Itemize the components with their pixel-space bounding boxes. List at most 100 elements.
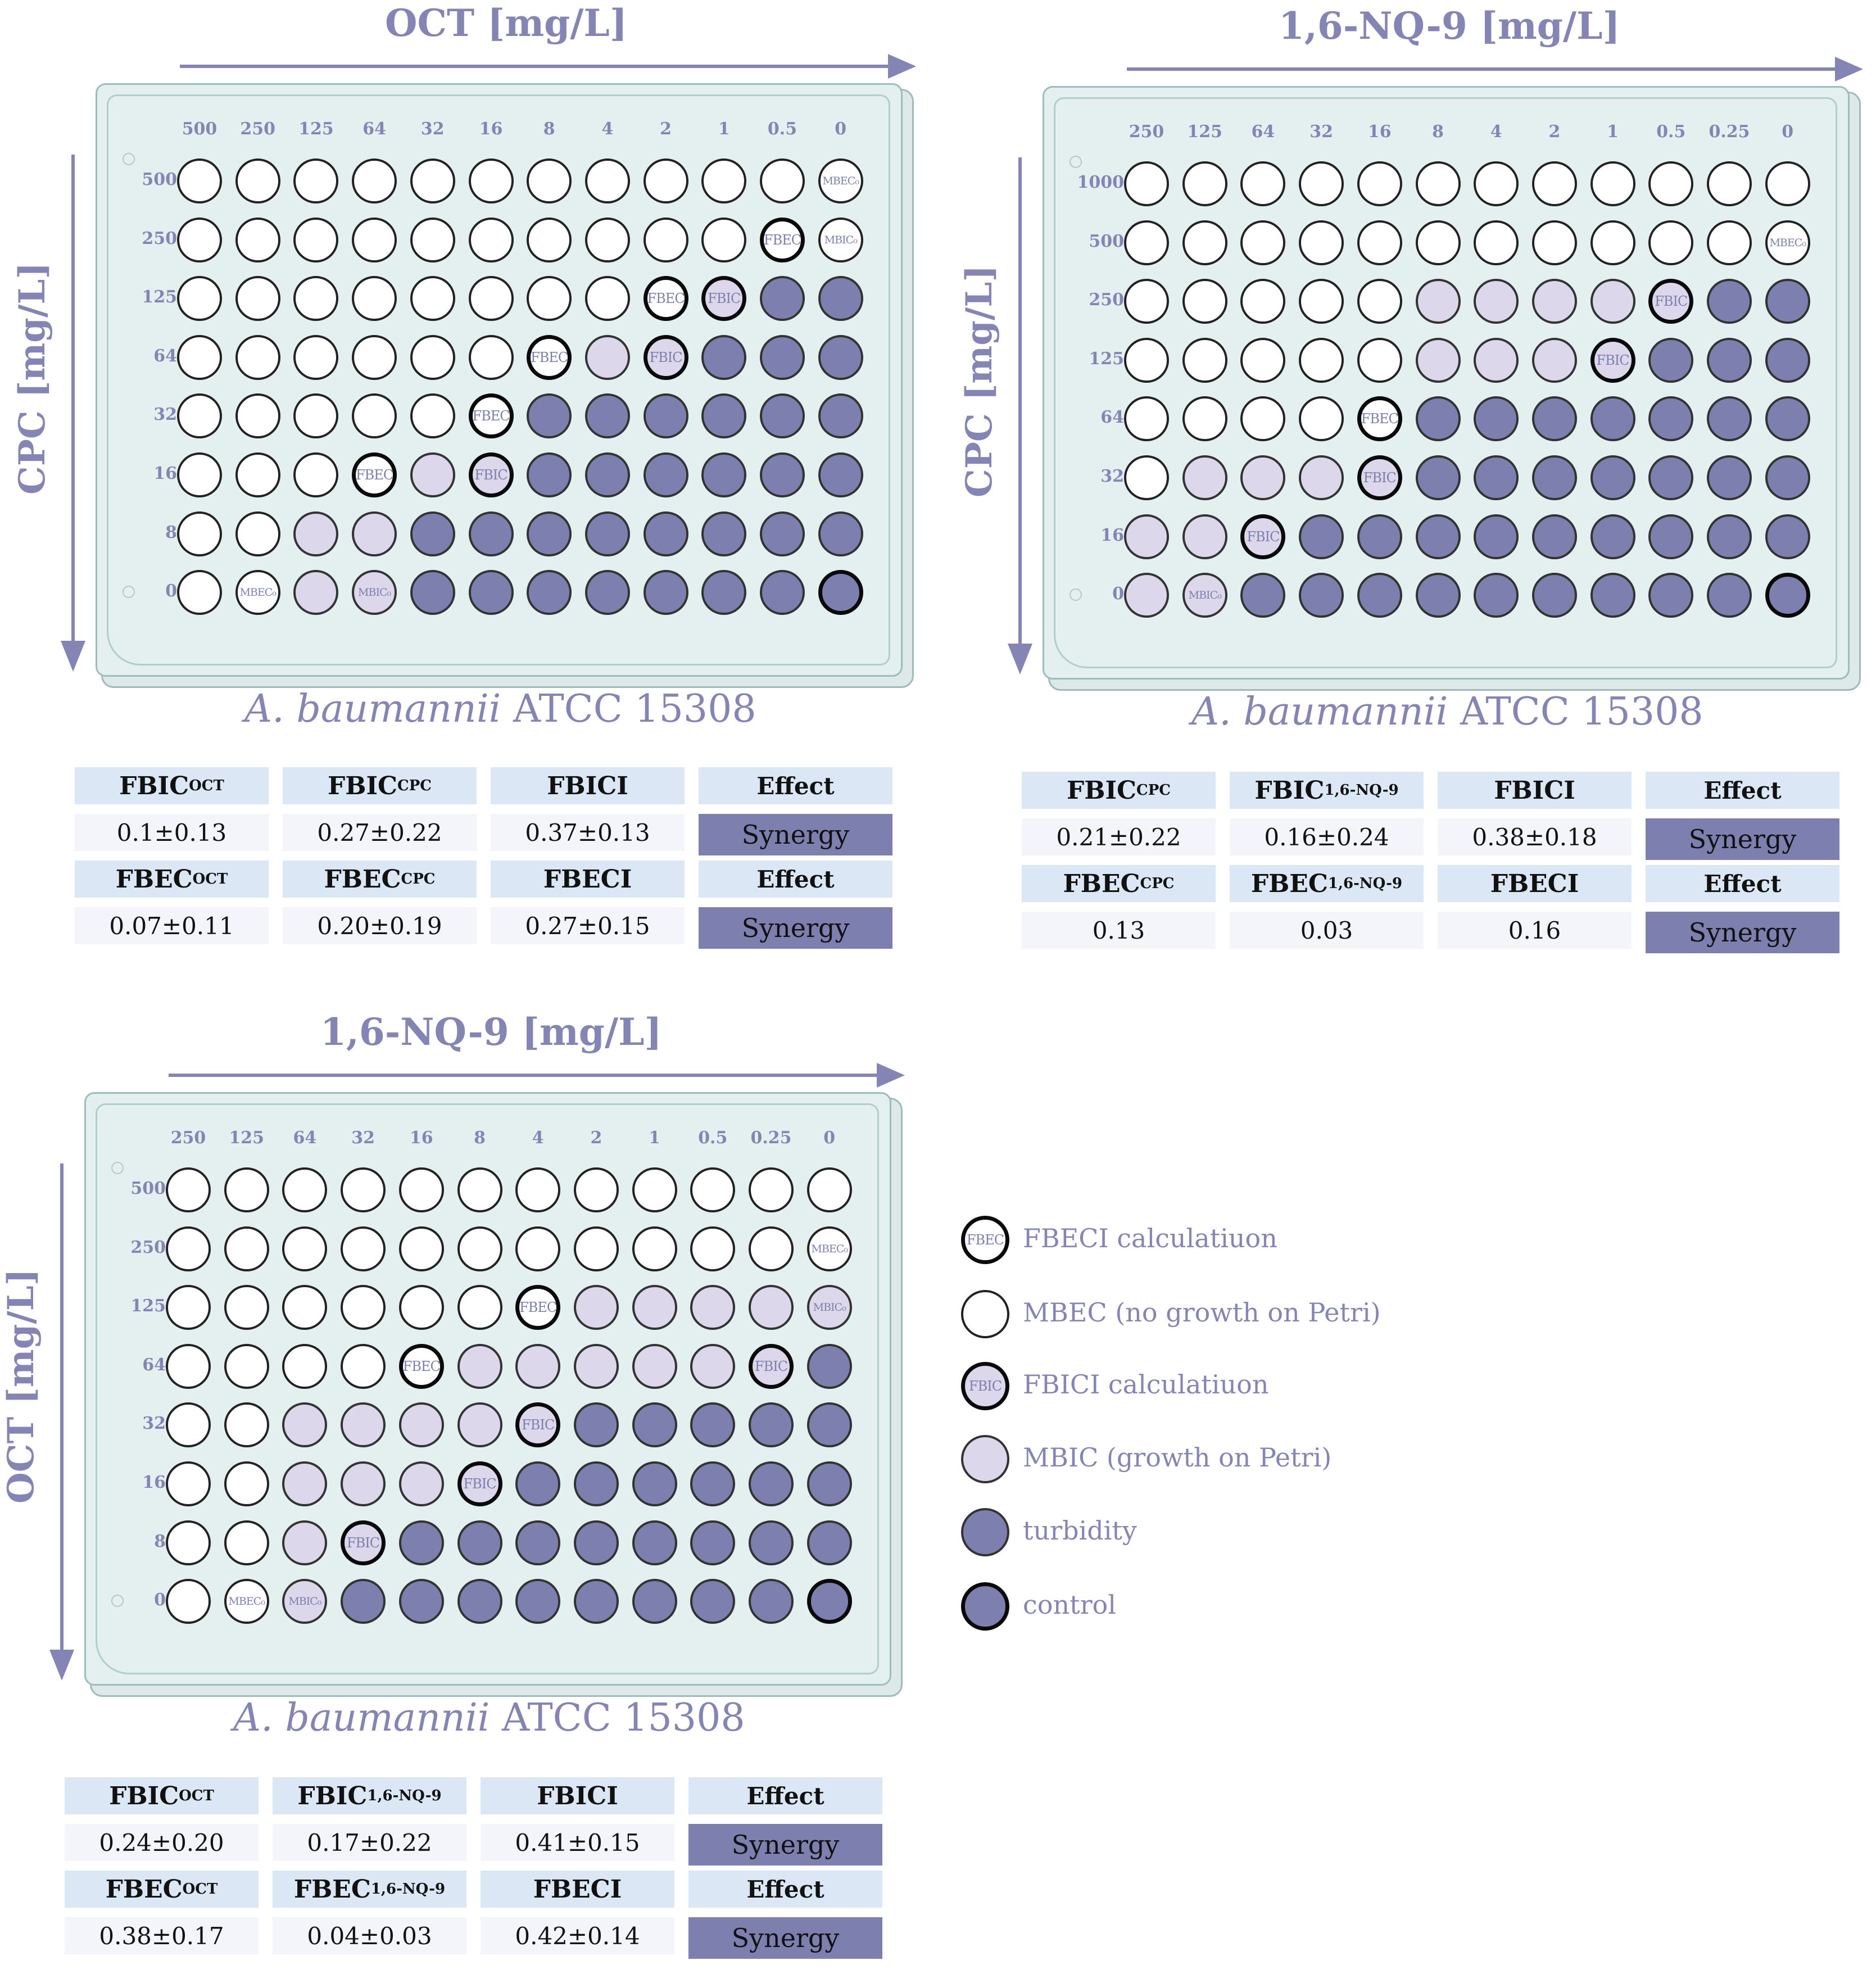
- column-label: 16: [479, 119, 503, 139]
- column-label: 250: [170, 1128, 206, 1148]
- white-well: [224, 1226, 269, 1271]
- legend-text: MBIC (growth on Petri): [1023, 1442, 1332, 1473]
- white-well: [1182, 279, 1227, 324]
- column-label: 2: [1548, 122, 1561, 142]
- white-well: [1240, 396, 1286, 442]
- column-label: 64: [1251, 122, 1275, 142]
- table-header-cell: FBEC OCT: [75, 861, 269, 898]
- header-main: FBIC: [328, 771, 398, 800]
- white-well: [410, 217, 455, 262]
- light-well: [1182, 514, 1227, 559]
- header-subscript: OCT: [192, 871, 228, 888]
- turbidity-well: [1648, 337, 1694, 383]
- turbidity-well: [701, 452, 747, 497]
- well-label: FBIC: [754, 1358, 788, 1374]
- strain-id: ATCC 15308: [501, 1696, 745, 1740]
- x-axis-title: OCT [mg/L]: [385, 1, 628, 45]
- plate-notch: [111, 1162, 124, 1174]
- header-subscript: 1,6-NQ-9: [370, 1881, 446, 1898]
- row-label: 16: [1100, 525, 1124, 545]
- header-subscript: CPC: [401, 871, 436, 888]
- cell-value: 0.20±0.19: [317, 912, 442, 940]
- white-well: [806, 1167, 852, 1212]
- turbidity-well: [690, 1461, 736, 1506]
- white-well: [282, 1226, 328, 1271]
- white-well: [749, 1167, 794, 1212]
- column-label: 8: [1432, 122, 1444, 142]
- light-well: [1474, 279, 1519, 324]
- turbidity-well: [1357, 573, 1402, 618]
- light-well: [749, 1285, 794, 1330]
- fbic-well: FBIC: [643, 334, 688, 380]
- cell-value: Synergy: [731, 1923, 840, 1953]
- fbec-well: FBEC: [352, 452, 397, 497]
- turbidity-well: [818, 452, 863, 497]
- white-well: [235, 276, 280, 322]
- fbic-well: FBIC: [457, 1461, 502, 1506]
- row-label: 125: [130, 1296, 166, 1316]
- white-well: [1531, 220, 1577, 265]
- white-well: [632, 1226, 677, 1271]
- white-well: [1415, 220, 1461, 265]
- table-header-cell: FBIC CPC: [1022, 772, 1216, 809]
- header-subscript: 1,6-NQ-9: [367, 1787, 442, 1804]
- white-well: [410, 276, 455, 322]
- header-main: Effect: [1703, 870, 1782, 898]
- white-well: [701, 217, 747, 262]
- turbidity-well: [643, 452, 688, 497]
- white-well: [1357, 220, 1402, 265]
- white-well: MBIC₀: [818, 217, 863, 262]
- white-well: [341, 1167, 386, 1212]
- legend-swatch-white: [961, 1290, 1009, 1338]
- white-well: MBEC₀: [818, 159, 863, 203]
- effect-cell: Synergy: [688, 1824, 882, 1866]
- light-well: [398, 1461, 444, 1506]
- effect-cell: Synergy: [688, 1917, 882, 1959]
- table-header-cell: FBIC OCT: [65, 1777, 259, 1814]
- light-well: [690, 1343, 736, 1389]
- legend-text: MBEC (no growth on Petri): [1023, 1297, 1381, 1328]
- light-well: [341, 1402, 386, 1448]
- header-main: FBECI: [533, 1875, 622, 1904]
- value-cell: 0.24±0.20: [65, 1824, 259, 1861]
- cell-value: 0.24±0.20: [99, 1828, 224, 1857]
- light-well: [1531, 337, 1577, 383]
- header-main: FBEC: [1250, 869, 1328, 898]
- effect-cell: Synergy: [699, 814, 892, 855]
- x-axis-arrow-head: [877, 1063, 905, 1088]
- turbidity-well: [643, 393, 688, 439]
- white-well: [293, 217, 339, 262]
- turbidity-well: [806, 1520, 852, 1565]
- table-header-cell: FBIC OCT: [75, 767, 269, 804]
- white-well: [457, 1167, 502, 1212]
- turbidity-well: [632, 1579, 677, 1624]
- white-well: [166, 1343, 211, 1389]
- well-label: MBIC₀: [1188, 589, 1222, 602]
- turbidity-well: [690, 1402, 736, 1448]
- turbidity-well: [760, 276, 805, 322]
- table-header-cell: FBECI: [481, 1871, 674, 1908]
- legend-swatch-fbic: FBIC: [961, 1362, 1009, 1410]
- white-well: [166, 1167, 211, 1212]
- cell-value: Synergy: [741, 913, 850, 943]
- value-cell: 0.04±0.03: [273, 1917, 466, 1954]
- light-well: [1182, 455, 1227, 500]
- header-main: FBIC: [119, 771, 189, 800]
- turbidity-well: [690, 1579, 736, 1624]
- well-label: MBIC₀: [824, 233, 858, 246]
- turbidity-well: [573, 1520, 619, 1565]
- row-label: 0: [1112, 584, 1124, 604]
- value-cell: 0.27±0.22: [283, 814, 477, 851]
- turbidity-well: [760, 570, 805, 615]
- turbidity-well: [749, 1461, 794, 1506]
- column-label: 0: [1782, 122, 1794, 142]
- header-main: FBEC: [1063, 869, 1140, 898]
- white-well: [410, 393, 455, 439]
- header-main: FBICI: [1494, 776, 1575, 805]
- column-label: 0.25: [750, 1128, 792, 1148]
- header-subscript: OCT: [179, 1787, 214, 1804]
- well-label: FBIC: [1247, 528, 1280, 545]
- axis-arrows: [1008, 57, 1863, 674]
- well-label: MBEC₀: [822, 175, 859, 187]
- white-well: [1124, 396, 1169, 442]
